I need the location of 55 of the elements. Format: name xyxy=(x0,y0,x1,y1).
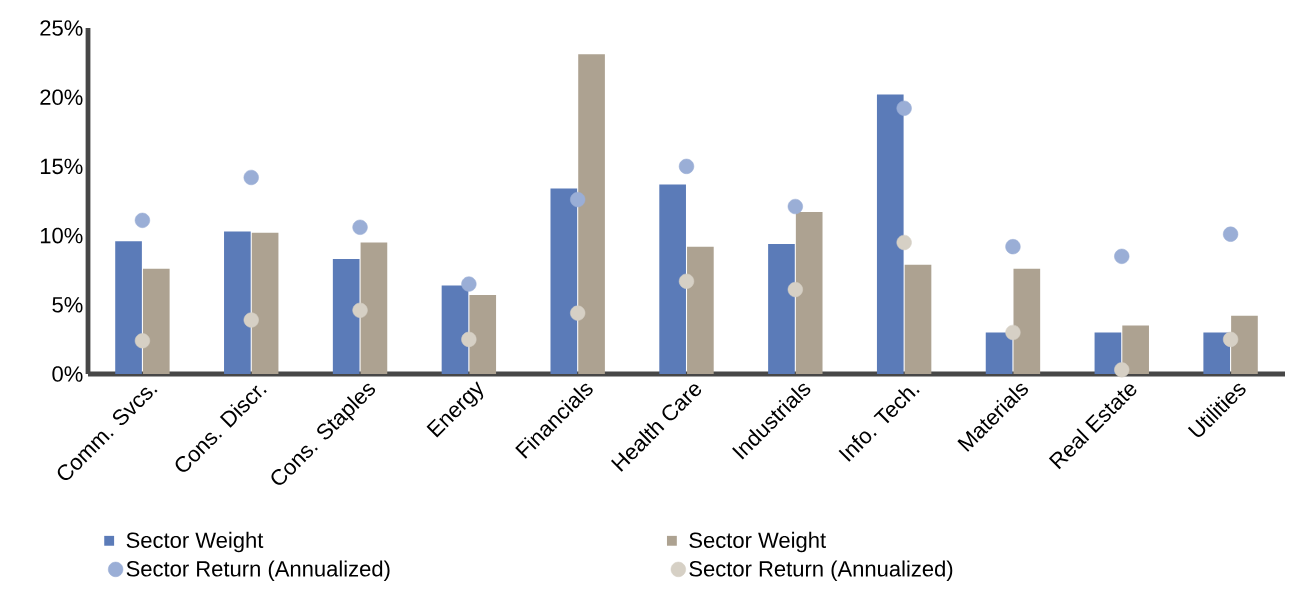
legend-label: Sector Return (Annualized) xyxy=(689,560,953,581)
bar xyxy=(360,242,388,374)
point xyxy=(787,198,803,215)
point xyxy=(1222,226,1239,242)
bar xyxy=(224,231,251,374)
bar xyxy=(441,285,469,374)
bar xyxy=(142,268,170,374)
point xyxy=(134,333,151,349)
point xyxy=(243,169,259,186)
point xyxy=(461,276,477,292)
point xyxy=(1005,239,1021,255)
legend-label: Sector Return (Annualized) xyxy=(126,560,390,581)
bar xyxy=(876,94,904,374)
bar xyxy=(578,54,605,374)
bar xyxy=(469,295,497,374)
point xyxy=(1114,362,1130,378)
point xyxy=(896,100,912,116)
point xyxy=(570,192,586,208)
point xyxy=(1114,248,1130,264)
bar xyxy=(1231,315,1258,374)
point xyxy=(678,158,695,174)
bar xyxy=(659,184,686,374)
y-tick-label: 5% xyxy=(52,297,83,313)
y-tick-label: 0% xyxy=(52,366,83,382)
bar xyxy=(1122,325,1149,374)
bar xyxy=(768,243,795,374)
y-tick-label: 25% xyxy=(40,20,83,36)
legend-label: Sector Weight xyxy=(126,531,264,553)
bar xyxy=(904,264,932,374)
x-tick-label: Info. Tech. xyxy=(838,388,920,462)
bar xyxy=(1013,268,1041,374)
bar xyxy=(687,246,714,374)
point xyxy=(352,219,368,235)
bar xyxy=(550,188,578,374)
point xyxy=(1005,324,1021,341)
bar xyxy=(985,332,1013,374)
point xyxy=(243,312,259,328)
point xyxy=(678,273,695,289)
bar xyxy=(1203,332,1231,374)
bar xyxy=(251,232,279,374)
bar xyxy=(115,241,142,374)
point xyxy=(1222,331,1239,347)
bar xyxy=(1094,332,1122,374)
point xyxy=(461,331,477,347)
point xyxy=(352,302,368,318)
point xyxy=(134,212,151,228)
y-tick-label: 10% xyxy=(40,227,83,244)
point xyxy=(787,281,803,298)
bar xyxy=(332,259,360,374)
legend-label: Sector Weight xyxy=(689,531,826,553)
point xyxy=(570,305,586,321)
y-tick-label: 20% xyxy=(40,89,83,105)
y-tick-label: 15% xyxy=(40,158,83,175)
bar xyxy=(795,212,823,374)
point xyxy=(896,234,912,251)
